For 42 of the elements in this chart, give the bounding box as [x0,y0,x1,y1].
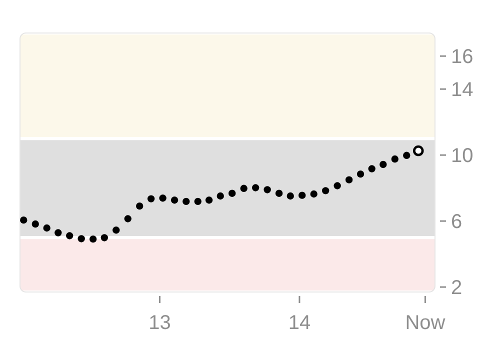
x-tick-label: 14 [288,312,311,334]
point [228,190,236,197]
y-tick-label: 6 [451,211,462,234]
point [356,170,364,178]
point [89,235,97,243]
point [240,184,248,192]
point [334,182,341,190]
point [147,195,155,202]
point [182,198,190,206]
point [275,190,283,197]
point [78,235,85,242]
y-tick-label: 2 [451,277,462,300]
point [159,194,166,202]
point [66,232,74,240]
point [54,229,62,236]
point [391,155,398,163]
point [136,202,144,210]
point [124,215,132,222]
point [32,220,39,228]
x-tick-label: Now [405,312,446,334]
point [345,176,353,184]
point [310,190,318,198]
point [368,165,376,172]
point [112,226,120,234]
y-tick-label: 14 [451,79,474,102]
point [264,186,271,194]
y-tick-label: 10 [451,145,474,168]
point [298,192,306,199]
point [322,187,330,194]
point [100,234,108,242]
point [205,196,213,204]
y-tick-label: 16 [451,46,474,68]
point [380,160,387,168]
point [252,184,260,192]
point [286,192,294,200]
point [403,152,410,160]
x-tick-label: 13 [148,312,171,334]
point [170,196,178,204]
point [216,192,224,200]
point [20,216,28,224]
point [194,198,202,206]
point [43,224,50,232]
